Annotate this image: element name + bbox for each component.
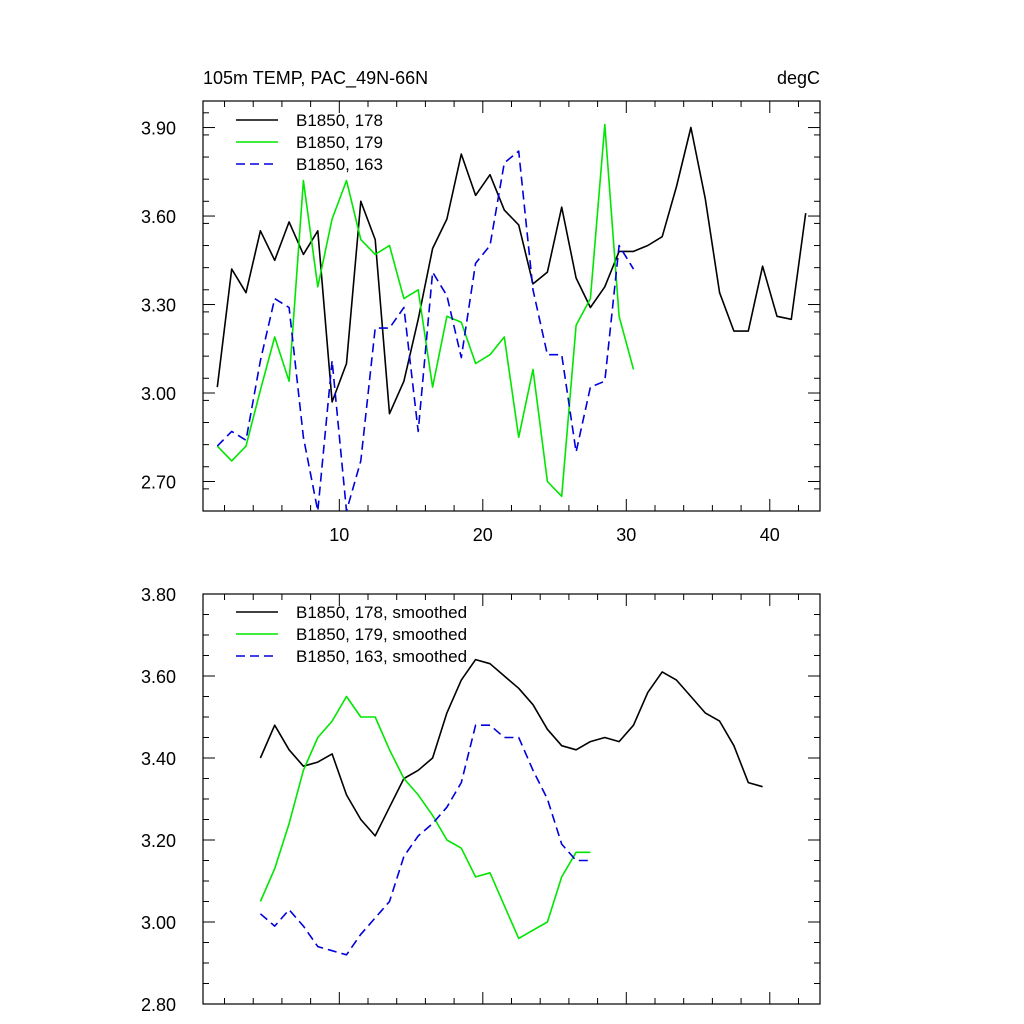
series-layer — [259, 658, 763, 956]
legend: B1850, 178 B1850, 179 B1850, 163 — [236, 111, 383, 174]
series-line-1 — [216, 126, 807, 415]
y-tick-label: 3.60 — [141, 207, 176, 227]
x-tick-label: 20 — [473, 525, 493, 545]
units-label: degC — [777, 68, 820, 88]
legend: B1850, 178, smoothed B1850, 179, smoothed… — [236, 603, 467, 666]
y-tick-label: 3.20 — [141, 831, 176, 851]
y-tick-label: 3.90 — [141, 119, 176, 139]
series-line-3 — [259, 724, 591, 956]
y-tick-label: 3.00 — [141, 384, 176, 404]
series-line-1 — [259, 658, 763, 837]
legend-label: B1850, 179, smoothed — [296, 625, 467, 644]
x-tick-label: 10 — [329, 525, 349, 545]
legend-label: B1850, 178, smoothed — [296, 603, 467, 622]
series-layer — [216, 123, 807, 511]
y-tick-label: 3.30 — [141, 296, 176, 316]
legend-label: B1850, 163 — [296, 155, 383, 174]
y-tick-label: 3.80 — [141, 585, 176, 605]
x-tick-label: 30 — [616, 525, 636, 545]
legend-label: B1850, 178 — [296, 111, 383, 130]
axis-ticks: 10 20 30 40 2.70 3.00 3.30 3.60 3.90 — [141, 101, 820, 545]
y-tick-label: 3.40 — [141, 749, 176, 769]
y-tick-label: 3.00 — [141, 913, 176, 933]
y-tick-label: 3.60 — [141, 667, 176, 687]
series-line-2 — [216, 123, 635, 498]
chart-title: 105m TEMP, PAC_49N-66N — [203, 68, 428, 89]
legend-label: B1850, 179 — [296, 133, 383, 152]
axis-ticks: 2.80 3.00 3.20 3.40 3.60 3.80 — [141, 585, 820, 1015]
series-line-2 — [259, 695, 591, 940]
legend-label: B1850, 163, smoothed — [296, 647, 467, 666]
x-tick-label: 40 — [760, 525, 780, 545]
series-line-3 — [216, 150, 635, 511]
bottom-panel: 2.80 3.00 3.20 3.40 3.60 3.80 B1850, 178, smo… — [141, 585, 821, 1015]
y-tick-label: 2.70 — [141, 473, 176, 493]
top-panel: 105m TEMP, PAC_49N-66N degC 10 20 30 40 2.70… — [141, 68, 821, 545]
y-tick-label: 2.80 — [141, 995, 176, 1015]
